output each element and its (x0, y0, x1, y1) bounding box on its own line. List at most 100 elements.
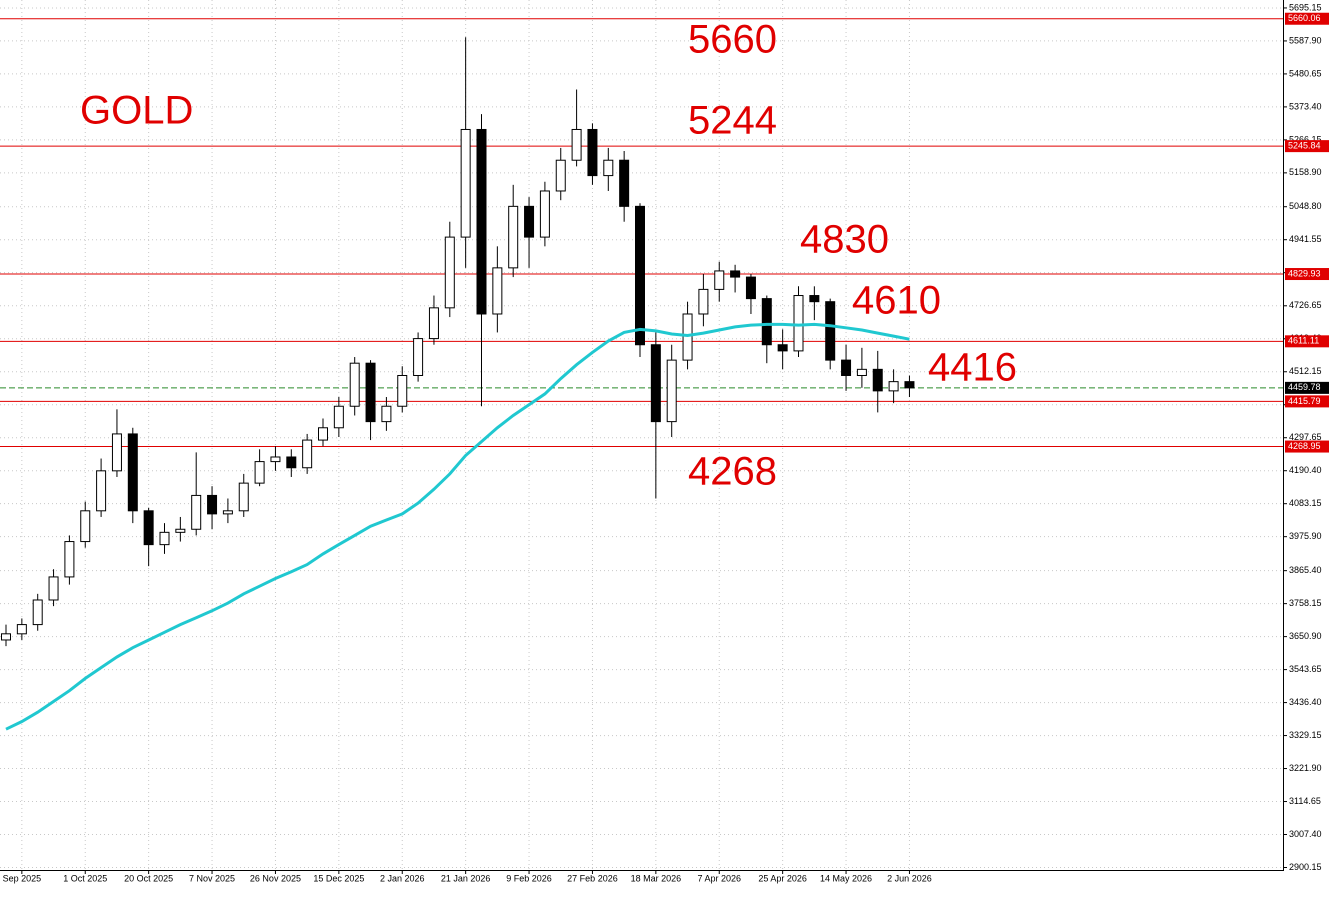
y-tick-label: 5695.15 (1289, 2, 1322, 12)
y-tick-label: 4190.40 (1289, 465, 1322, 475)
candle-body (603, 159, 614, 177)
level-label-box (1285, 335, 1329, 348)
moving-average-line (5, 322, 910, 731)
level-label: 4611.11 (1288, 336, 1319, 346)
level-label-box (1285, 440, 1329, 453)
annotations: GOLD 5660 5244 4830 4610 4416 4268 (80, 18, 1017, 494)
y-tick-label: 4726.65 (1289, 300, 1322, 310)
candle-body (650, 344, 661, 423)
candle-body (714, 270, 725, 290)
y-tick-label: 5048.80 (1289, 201, 1322, 211)
annotation: 4830 (800, 218, 889, 262)
candle-body (80, 510, 91, 543)
candle-body (397, 374, 408, 407)
candle-body (238, 482, 249, 512)
candle-body (539, 190, 550, 238)
candle-body (143, 510, 154, 546)
candle-body (587, 128, 598, 177)
candle-body (349, 362, 360, 407)
level-label-box (1285, 12, 1329, 25)
candle-body (64, 541, 75, 578)
candle-body (730, 270, 741, 278)
x-tick-label: 14 May 2026 (820, 873, 872, 883)
annotation: 4268 (688, 450, 777, 494)
x-tick-label: 25 Apr 2026 (758, 873, 807, 883)
candle-body (793, 295, 804, 352)
level-label: 4415.79 (1288, 396, 1321, 406)
candle-body (302, 439, 313, 469)
axis-labels: 5695.15 5587.90 5480.65 5373.40 5266.15 5158.… (3, 2, 1329, 883)
candle-body (777, 344, 788, 352)
y-tick-label: 4297.65 (1289, 432, 1322, 442)
x-tick-label: 26 Nov 2025 (250, 873, 301, 883)
x-tick-label: 9 Feb 2026 (506, 873, 552, 883)
candle-body (207, 494, 218, 515)
candle-body (476, 128, 487, 315)
level-label: 4268.95 (1288, 441, 1321, 451)
x-tick-label: 1 Oct 2025 (63, 873, 107, 883)
x-tick-label: 27 Feb 2026 (567, 873, 618, 883)
candle-body (413, 338, 424, 376)
candle-body (856, 368, 867, 376)
x-tick-label: 20 Oct 2025 (124, 873, 173, 883)
candle-body (381, 405, 392, 423)
y-tick-label: 5373.40 (1289, 101, 1322, 111)
x-tick-label: 15 Dec 2025 (313, 873, 364, 883)
annotation: 5660 (688, 18, 777, 62)
x-tick-label: 21 Jan 2026 (441, 873, 491, 883)
candle-body (333, 405, 344, 429)
y-tick-label: 5158.90 (1289, 167, 1322, 177)
candle-body (428, 307, 439, 340)
candle-body (286, 456, 297, 469)
y-tick-label: 2900.15 (1289, 862, 1322, 872)
level-label-box (1285, 268, 1329, 281)
last-price-box (1285, 381, 1329, 394)
candle-body (825, 301, 836, 361)
candle-body (127, 433, 138, 512)
candle-body (555, 159, 566, 192)
candle-body (222, 510, 233, 515)
level-label: 4829.93 (1288, 268, 1321, 278)
y-tick-label: 3543.65 (1289, 664, 1322, 674)
y-tick-label: 3865.40 (1289, 565, 1322, 575)
candle-body (666, 359, 677, 423)
x-tick-label: 2 Jan 2026 (380, 873, 425, 883)
y-tick-label: 4083.15 (1289, 498, 1322, 508)
candle-body (745, 276, 756, 300)
candle-body (809, 295, 820, 303)
candles (1, 37, 915, 647)
y-tick-label: 3975.90 (1289, 531, 1322, 541)
candle-body (96, 470, 107, 512)
candle-body (444, 236, 455, 309)
candle-body (571, 128, 582, 161)
candle-body (698, 288, 709, 315)
candle-body (191, 494, 202, 530)
y-tick-label: 3650.90 (1289, 631, 1322, 641)
y-tick-label: 3329.15 (1289, 730, 1322, 740)
y-tick-label: 3221.90 (1289, 763, 1322, 773)
candle-body (254, 461, 265, 484)
candle-body (904, 381, 915, 389)
y-tick-label: 5587.90 (1289, 35, 1322, 45)
candle-body (888, 381, 899, 392)
level-label: 5660.06 (1288, 13, 1321, 23)
candle-body (635, 205, 645, 346)
candle-body (460, 128, 471, 238)
candle-body (872, 368, 883, 392)
level-label: 5245.84 (1288, 141, 1321, 151)
annotation: GOLD (80, 89, 193, 133)
candle-body (32, 599, 43, 626)
candle-body (761, 298, 772, 346)
y-tick-label: 4512.15 (1289, 366, 1322, 376)
x-tick-label: 7 Apr 2026 (697, 873, 741, 883)
candle-body (159, 531, 170, 546)
candle-body (508, 205, 519, 269)
candle-body (48, 576, 59, 601)
x-tick-label: Sep 2025 (3, 873, 42, 883)
y-tick-label: 3436.40 (1289, 697, 1322, 707)
y-tick-label: 3114.65 (1289, 796, 1321, 806)
candle-body (16, 624, 27, 635)
x-tick-label: 7 Nov 2025 (189, 873, 235, 883)
